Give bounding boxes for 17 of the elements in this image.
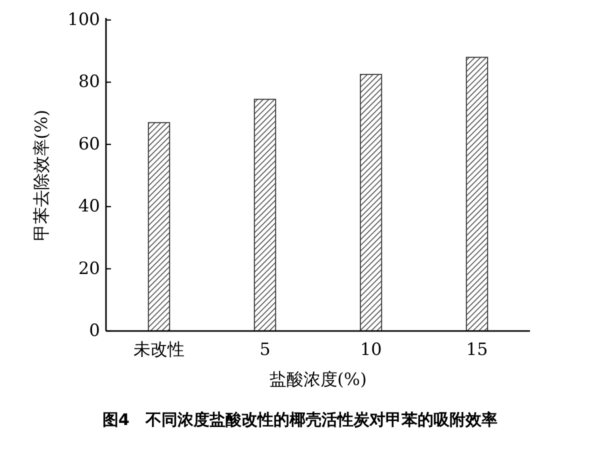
bar [254, 98, 276, 332]
bar [148, 122, 170, 332]
y-tick-label: 40 [78, 196, 100, 217]
x-axis-title: 盐酸浓度(%) [269, 370, 367, 390]
x-tick-label: 5 [260, 340, 270, 360]
caption: 图4 不同浓度盐酸改性的椰壳活性炭对甲苯的吸附效率 [102, 410, 498, 429]
bar [466, 56, 488, 332]
y-tick-label: 0 [89, 321, 100, 341]
x-tick-label: 15 [466, 340, 488, 360]
y-tick-label: 20 [78, 258, 100, 279]
y-axis-title: 甲苯去除效率(%) [32, 110, 52, 242]
y-tick-label: 60 [78, 134, 100, 154]
y-tick-label: 80 [78, 72, 100, 92]
y-tick-label: 100 [68, 10, 100, 30]
x-tick-label: 10 [360, 340, 382, 360]
bar [360, 74, 382, 332]
x-tick-label: 未改性 [134, 340, 184, 360]
